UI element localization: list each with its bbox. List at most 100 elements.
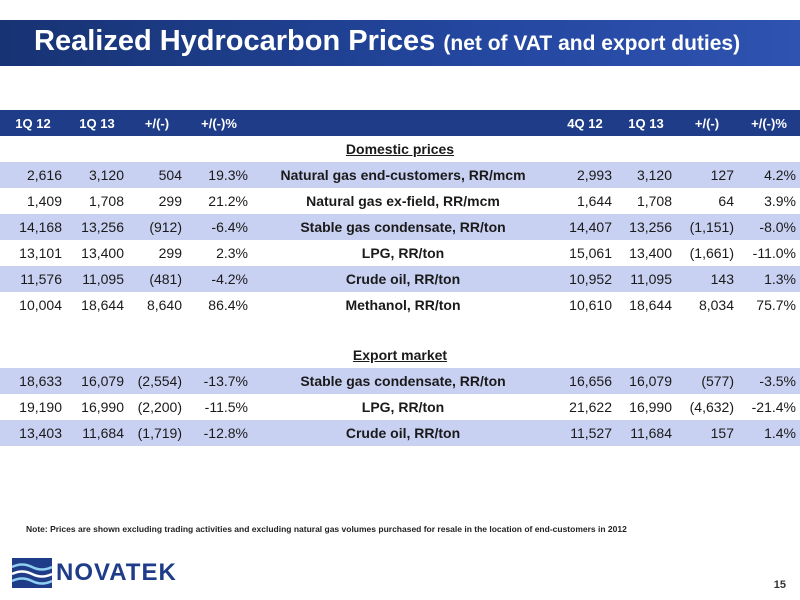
value-cell: 3.9% [738,188,800,214]
page-number: 15 [773,579,786,591]
row-label: Crude oil, RR/ton [252,266,554,292]
value-cell: 11,095 [616,266,676,292]
table-row: 18,633 16,079 (2,554) -13.7% Stable gas cond… [0,368,800,394]
table-row: 14,168 13,256 (912) -6.4% Stable gas condens… [0,214,800,240]
header-cell: 1Q 12 [0,110,66,136]
value-cell: -6.4% [186,214,252,240]
title-main: Realized Hydrocarbon Prices [34,25,436,57]
value-cell: 13,400 [66,240,128,266]
value-cell: 13,256 [66,214,128,240]
header-cell: 4Q 12 [554,110,616,136]
value-cell: 2,616 [0,162,66,188]
title-bar: Realized Hydrocarbon Prices (net of VAT … [0,20,800,66]
value-cell: (577) [676,368,738,394]
row-label: Stable gas condensate, RR/ton [252,214,554,240]
value-cell: 8,034 [676,292,738,318]
value-cell: 299 [128,240,186,266]
value-cell: 13,101 [0,240,66,266]
title-sub: (net of VAT and export duties) [443,32,741,55]
header-cell: +/(-)% [186,110,252,136]
value-cell: 10,610 [554,292,616,318]
value-cell: 18,644 [66,292,128,318]
value-cell: 21.2% [186,188,252,214]
header-cell: +/(-) [676,110,738,136]
value-cell: 14,407 [554,214,616,240]
table-row: 13,101 13,400 299 2.3% LPG, RR/ton 15,061 13,4… [0,240,800,266]
value-cell: -12.8% [186,420,252,446]
value-cell: (2,200) [128,394,186,420]
table-row: 1,409 1,708 299 21.2% Natural gas ex-field, … [0,188,800,214]
value-cell: -4.2% [186,266,252,292]
value-cell: 1.4% [738,420,800,446]
spacer-row [0,318,800,342]
table-body: Domestic prices 2,616 3,120 504 19.3% Natural… [0,136,800,446]
value-cell: 11,095 [66,266,128,292]
novatek-logo-icon [12,558,52,588]
value-cell: 18,644 [616,292,676,318]
value-cell: (2,554) [128,368,186,394]
row-label: Natural gas end-customers, RR/mcm [252,162,554,188]
value-cell: 11,684 [616,420,676,446]
value-cell: 14,168 [0,214,66,240]
value-cell: -21.4% [738,394,800,420]
value-cell: 1,409 [0,188,66,214]
value-cell: -11.0% [738,240,800,266]
value-cell: 11,684 [66,420,128,446]
value-cell: (912) [128,214,186,240]
value-cell: (1,719) [128,420,186,446]
value-cell: 18,633 [0,368,66,394]
prices-table: 1Q 12 1Q 13 +/(-) +/(-)% 4Q 12 1Q 13 +/(-) +/(-… [0,110,800,446]
table-row: 2,616 3,120 504 19.3% Natural gas end-custom… [0,162,800,188]
value-cell: 299 [128,188,186,214]
header-cell: +/(-) [128,110,186,136]
value-cell: -11.5% [186,394,252,420]
value-cell: 1,644 [554,188,616,214]
value-cell: 19,190 [0,394,66,420]
value-cell: 11,576 [0,266,66,292]
logo-text: NOVATEK [56,559,177,586]
value-cell: 11,527 [554,420,616,446]
section-title: Export market [0,342,800,368]
page-title: Realized Hydrocarbon Prices (net of VAT … [34,25,740,58]
value-cell: 10,952 [554,266,616,292]
value-cell: (1,661) [676,240,738,266]
value-cell: (481) [128,266,186,292]
value-cell: 13,256 [616,214,676,240]
value-cell: 21,622 [554,394,616,420]
value-cell: 1.3% [738,266,800,292]
section-title-row: Domestic prices [0,136,800,162]
value-cell: 64 [676,188,738,214]
row-label: Crude oil, RR/ton [252,420,554,446]
value-cell: 8,640 [128,292,186,318]
value-cell: 75.7% [738,292,800,318]
header-cell: 1Q 13 [66,110,128,136]
table-row: 11,576 11,095 (481) -4.2% Crude oil, RR/ton 1… [0,266,800,292]
header-cell: +/(-)% [738,110,800,136]
value-cell: (1,151) [676,214,738,240]
footnote: Note: Prices are shown excluding trading… [26,524,627,534]
row-label: Natural gas ex-field, RR/mcm [252,188,554,214]
value-cell: 2,993 [554,162,616,188]
value-cell: 15,061 [554,240,616,266]
value-cell: 3,120 [66,162,128,188]
header-cell: 1Q 13 [616,110,676,136]
value-cell: 16,990 [616,394,676,420]
value-cell: 127 [676,162,738,188]
value-cell: 16,079 [616,368,676,394]
section-title: Domestic prices [0,136,800,162]
value-cell: 13,403 [0,420,66,446]
table-row: 10,004 18,644 8,640 86.4% Methanol, RR/ton 10… [0,292,800,318]
table-row: 13,403 11,684 (1,719) -12.8% Crude oil, RR/t… [0,420,800,446]
value-cell: 86.4% [186,292,252,318]
value-cell: 2.3% [186,240,252,266]
value-cell: 19.3% [186,162,252,188]
company-logo: NOVATEK [12,556,202,590]
value-cell: (4,632) [676,394,738,420]
value-cell: 4.2% [738,162,800,188]
value-cell: 504 [128,162,186,188]
value-cell: 16,990 [66,394,128,420]
row-label: Methanol, RR/ton [252,292,554,318]
header-cell [252,110,554,136]
value-cell: 16,079 [66,368,128,394]
spacer-cell [0,318,800,342]
